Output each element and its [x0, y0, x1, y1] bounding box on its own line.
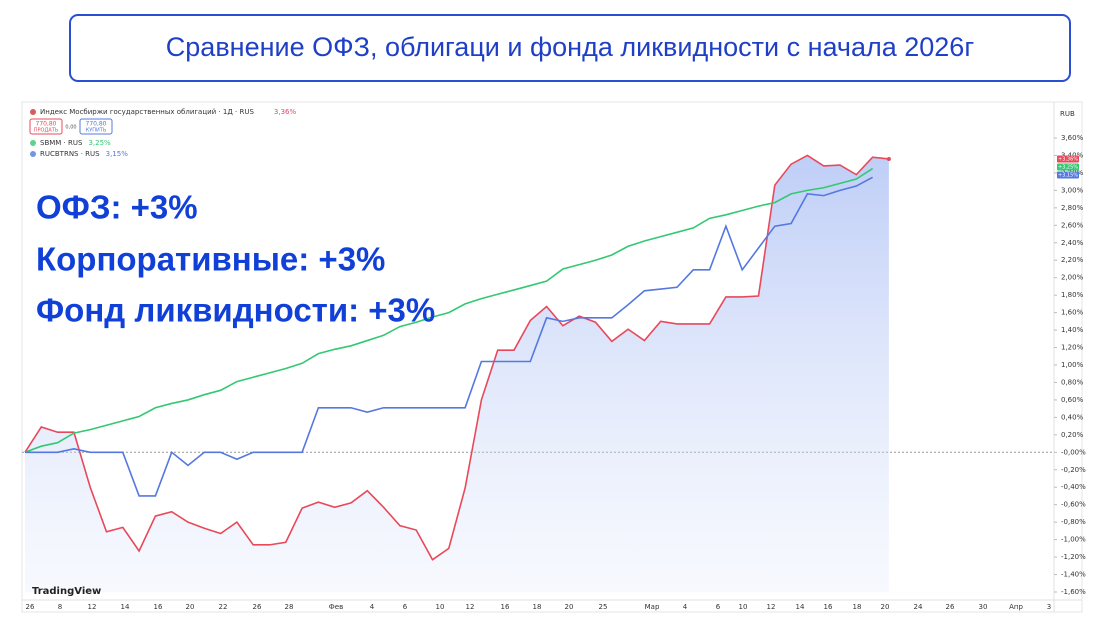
y-tick-label: 3,00%: [1061, 186, 1084, 194]
y-tick-label: -1,00%: [1061, 536, 1086, 544]
buy-label: КУПИТЬ: [86, 128, 107, 134]
legend-icon: [30, 151, 36, 157]
y-tick-label: -0,80%: [1061, 518, 1086, 526]
x-tick-label: 16: [824, 603, 833, 611]
x-tick-label: 6: [716, 603, 721, 611]
y-tick-label: -0,40%: [1061, 483, 1086, 491]
annotation: Корпоративные: +3%: [36, 241, 385, 278]
x-tick-label: 16: [501, 603, 510, 611]
x-tick-label: 20: [565, 603, 574, 611]
y-tick-label: -0,00%: [1061, 448, 1086, 456]
price-tag: [1057, 163, 1079, 171]
order-buttons: 770,80 ПРОДАТЬ 0,00 770,80 КУПИТЬ: [29, 118, 113, 135]
x-tick-label: 12: [767, 603, 776, 611]
line: [25, 176, 873, 497]
legend-value: 3,36%: [274, 108, 297, 116]
x-tick-label: 6: [403, 603, 408, 611]
line: [24, 167, 874, 454]
x-tick-label: 20: [186, 603, 195, 611]
price-tag-label: +3,36%: [1058, 157, 1078, 163]
y-tick-label: 1,20%: [1061, 344, 1084, 352]
y-tick-label: 2,40%: [1061, 239, 1084, 247]
y-tick-label: 1,40%: [1061, 326, 1084, 334]
y-tick-label: -1,60%: [1061, 588, 1086, 596]
x-tick-label: Апр: [1009, 603, 1023, 611]
x-tick-label: 18: [533, 603, 542, 611]
y-tick-label: 2,60%: [1061, 221, 1084, 229]
x-tick-label: 26: [946, 603, 955, 611]
x-tick-label: 12: [466, 603, 475, 611]
x-tick-label: 8: [58, 603, 62, 611]
x-tick-label: 20: [881, 603, 890, 611]
price-tag: [1057, 171, 1079, 179]
chart-frame: [21, 101, 1083, 613]
x-tick-label: 18: [853, 603, 862, 611]
y-tick-label: 2,20%: [1061, 256, 1084, 264]
y-tick-label: 3,40%: [1061, 151, 1084, 159]
x-tick-label: 10: [739, 603, 748, 611]
y-tick-label: 0,60%: [1061, 396, 1084, 404]
price-tag-label: +3,15%: [1058, 173, 1078, 179]
x-tick-label: Фев: [329, 603, 343, 611]
x-tick-label: 25: [599, 603, 608, 611]
y-tick-label: 2,80%: [1061, 204, 1084, 212]
legend-name: RUCBTRNS · RUS: [40, 150, 100, 158]
x-tick-label: 24: [914, 603, 923, 611]
y-tick-label: -1,40%: [1061, 571, 1086, 579]
y-tick-label: 1,80%: [1061, 291, 1084, 299]
x-tick-label: 4: [683, 603, 688, 611]
area: [25, 155, 889, 592]
x-tick-label: 30: [979, 603, 988, 611]
y-tick-label: -0,60%: [1061, 501, 1086, 509]
y-tick-label: 3,60%: [1061, 134, 1084, 142]
y-tick-label: 1,00%: [1061, 361, 1084, 369]
buy-button[interactable]: [79, 118, 113, 135]
buy-price: 770,80: [86, 121, 107, 128]
x-tick-label: Мар: [645, 603, 660, 611]
y-tick-label: -1,20%: [1061, 553, 1086, 561]
x-tick-label: 4: [370, 603, 375, 611]
x-tick-label: 28: [285, 603, 294, 611]
x-tick-label: 16: [154, 603, 163, 611]
y-tick-label: 1,60%: [1061, 309, 1084, 317]
title: Сравнение ОФЗ, облигаци и фонда ликвидно…: [166, 32, 975, 62]
currency: RUB: [1060, 110, 1075, 118]
annotation: Фонд ликвидности: +3%: [36, 292, 435, 329]
y-tick-label: 0,20%: [1061, 431, 1084, 439]
y-tick-label: 0,40%: [1061, 413, 1084, 421]
x-tick-label: 14: [796, 603, 805, 611]
legend-icon: [30, 140, 36, 146]
legend-name: Индекс Мосбиржи государственных облигаци…: [40, 108, 254, 116]
x-tick-label: 3: [1047, 603, 1051, 611]
sell-label: ПРОДАТЬ: [34, 128, 59, 134]
x-tick-label: 10: [436, 603, 445, 611]
legend-name: SBMM · RUS: [40, 139, 83, 147]
line: [24, 154, 889, 561]
y-tick-label: -0,20%: [1061, 466, 1086, 474]
title-box: [69, 14, 1071, 82]
x-tick-label: 26: [253, 603, 262, 611]
x-tick-label: 22: [219, 603, 228, 611]
annotation: ОФЗ: +3%: [36, 189, 198, 226]
last-point: [886, 156, 891, 161]
spread: 0,00: [65, 125, 76, 131]
y-tick-label: 2,00%: [1061, 274, 1084, 282]
y-tick-label: 0,80%: [1061, 378, 1084, 386]
legend-value: 3,25%: [88, 139, 111, 147]
legend-icon: [30, 109, 36, 115]
watermark: TradingView: [32, 586, 101, 597]
sell-button[interactable]: [29, 118, 63, 135]
legend-value: 3,15%: [106, 150, 129, 158]
x-tick-label: 26: [26, 603, 35, 611]
price-tag-label: +3,25%: [1058, 165, 1078, 171]
x-tick-label: 14: [121, 603, 130, 611]
x-tick-label: 12: [88, 603, 97, 611]
price-tag: [1057, 155, 1079, 163]
sell-price: 770,80: [36, 121, 57, 128]
